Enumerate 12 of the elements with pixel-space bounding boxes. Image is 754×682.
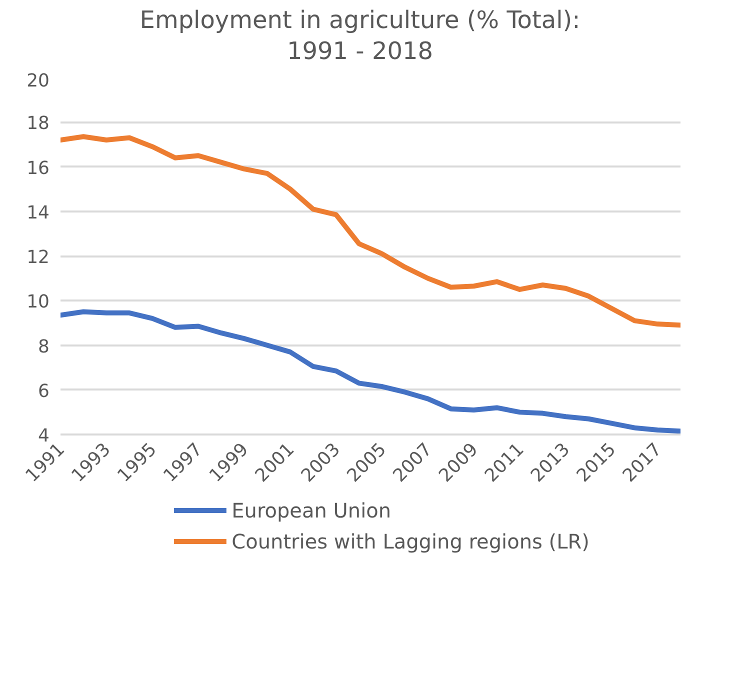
- y-tick-label: 10: [26, 292, 50, 313]
- y-tick-label: 16: [26, 158, 50, 180]
- y-tick-label: 20: [26, 70, 50, 92]
- y-tick-label: 12: [26, 247, 50, 268]
- y-tick-label: 6: [38, 381, 50, 402]
- y-tick-label: 14: [26, 202, 50, 224]
- y-tick-label: 18: [26, 114, 50, 134]
- y-tick-label: 8: [38, 336, 50, 358]
- y-tick-label: 4: [38, 426, 50, 447]
- legend-label: Countries with Lagging regions (LR): [232, 530, 590, 554]
- chart-title: Employment in agriculture (% Total): 1991 - 2018: [140, 5, 580, 68]
- legend-label: European Union: [232, 498, 392, 523]
